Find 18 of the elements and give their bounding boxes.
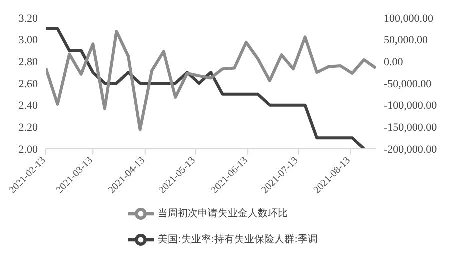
- y-tick-label: 2.00: [18, 144, 38, 156]
- y2-tick-label: -50,000.00: [384, 78, 432, 90]
- line-series: [46, 27, 366, 149]
- y2-tick-label: 100,000.00: [384, 12, 434, 25]
- y-tick-label: 3.00: [18, 34, 38, 47]
- line-series: [46, 30, 376, 132]
- y2-tick-label: 0.00: [384, 56, 404, 69]
- y2-tick-label: -200,000.00: [384, 144, 438, 156]
- y-tick-label: 2.60: [18, 78, 38, 90]
- y-tick-label: 2.40: [18, 100, 38, 112]
- legend-label: 美国:失业率:持有失业保险人群:季调: [158, 234, 318, 246]
- y-tick-label: 3.20: [18, 12, 38, 25]
- y-tick-label: 2.80: [18, 56, 38, 69]
- y2-tick-label: -150,000.00: [384, 122, 438, 134]
- legend-label: 当周初次申请失业金人数环比: [158, 208, 288, 220]
- y-tick-label: 2.20: [18, 122, 38, 134]
- y2-tick-label: 50,000.00: [384, 34, 428, 47]
- y2-tick-label: -100,000.00: [384, 100, 438, 112]
